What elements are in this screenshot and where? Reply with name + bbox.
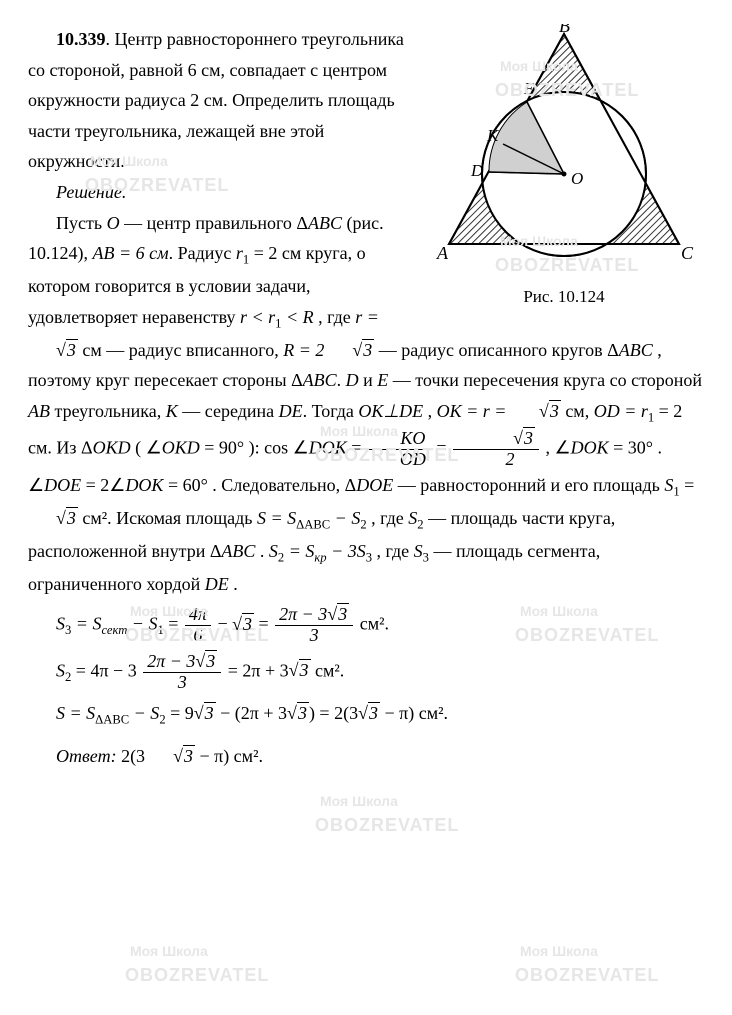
- equation-s: S = SΔABC − S2 = 93 − (2π + 33) = 2(33 −…: [56, 698, 704, 731]
- svg-text:E: E: [523, 79, 535, 98]
- equation-s3: S3 = Sсект − S1 = 4π6 − 3 = 2π − 333 см²…: [56, 605, 704, 646]
- figure-container: A C B O D E K Рис. 10.124: [424, 24, 704, 311]
- svg-text:O: O: [571, 169, 583, 188]
- figure-caption: Рис. 10.124: [424, 283, 704, 312]
- svg-text:B: B: [559, 24, 570, 36]
- geometry-diagram: A C B O D E K: [429, 24, 699, 269]
- svg-text:A: A: [436, 243, 449, 263]
- svg-text:K: K: [486, 126, 500, 145]
- svg-text:C: C: [681, 243, 694, 263]
- problem-number: 10.339: [56, 29, 106, 49]
- equation-s2: S2 = 4π − 3 2π − 333 = 2π + 33 см².: [56, 652, 704, 693]
- answer-line: Ответ: 2(33 − π) см².: [28, 741, 704, 772]
- svg-text:D: D: [470, 161, 484, 180]
